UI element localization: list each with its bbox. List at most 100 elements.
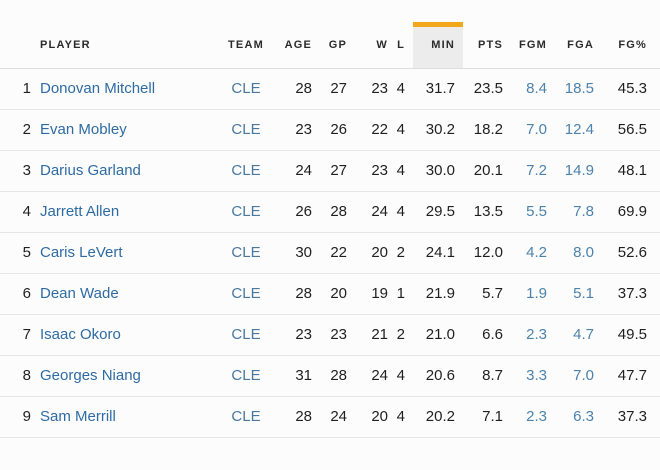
table-header-row: PLAYER TEAM AGE GP W L MIN PTS FGM FGA F… bbox=[0, 22, 660, 68]
cell-rank: 8 bbox=[22, 367, 31, 384]
cell-min: 30.0 bbox=[425, 162, 455, 179]
cell-min: 24.1 bbox=[425, 244, 455, 261]
player-link[interactable]: Darius Garland bbox=[40, 162, 141, 179]
cell-pts: 18.2 bbox=[473, 121, 503, 138]
cell-min: 30.2 bbox=[425, 121, 455, 138]
cell-pts: 23.5 bbox=[473, 80, 503, 97]
cell-pts: 12.0 bbox=[473, 244, 503, 261]
team-link[interactable]: CLE bbox=[231, 367, 261, 384]
cell-fga: 8.0 bbox=[573, 244, 594, 261]
player-stats-table: PLAYER TEAM AGE GP W L MIN PTS FGM FGA F… bbox=[0, 22, 660, 438]
player-link[interactable]: Dean Wade bbox=[40, 285, 119, 302]
cell-fga: 7.8 bbox=[573, 203, 594, 220]
table-row: 1 Donovan Mitchell CLE 28 27 23 4 31.7 2… bbox=[0, 68, 660, 109]
header-min-label: MIN bbox=[431, 38, 455, 51]
cell-team: CLE bbox=[218, 355, 274, 396]
header-gp[interactable]: GP bbox=[328, 38, 347, 51]
team-link[interactable]: CLE bbox=[231, 244, 261, 261]
cell-gp: 22 bbox=[330, 244, 347, 261]
cell-fgpct: 37.3 bbox=[617, 408, 647, 425]
header-l[interactable]: L bbox=[397, 38, 405, 51]
team-link[interactable]: CLE bbox=[231, 80, 261, 97]
cell-age: 30 bbox=[295, 244, 312, 261]
team-link[interactable]: CLE bbox=[231, 203, 261, 220]
cell-fgm: 8.4 bbox=[526, 80, 547, 97]
cell-team: CLE bbox=[218, 109, 274, 150]
header-w[interactable]: W bbox=[376, 38, 388, 51]
header-fga[interactable]: FGA bbox=[567, 38, 594, 51]
cell-fga: 18.5 bbox=[564, 80, 594, 97]
player-link[interactable]: Isaac Okoro bbox=[40, 326, 121, 343]
header-rank bbox=[0, 22, 40, 68]
cell-player: Donovan Mitchell bbox=[40, 68, 218, 109]
header-fgpct[interactable]: FG% bbox=[618, 38, 647, 51]
sort-indicator-bar bbox=[413, 22, 463, 27]
cell-player: Evan Mobley bbox=[40, 109, 218, 150]
cell-gp: 20 bbox=[330, 285, 347, 302]
header-pts[interactable]: PTS bbox=[478, 38, 503, 51]
table-row: 9 Sam Merrill CLE 28 24 20 4 20.2 7.1 2.… bbox=[0, 396, 660, 437]
cell-w: 23 bbox=[371, 80, 388, 97]
cell-age: 23 bbox=[295, 326, 312, 343]
player-link[interactable]: Sam Merrill bbox=[40, 408, 116, 425]
cell-player: Caris LeVert bbox=[40, 232, 218, 273]
cell-fgm: 1.9 bbox=[526, 285, 547, 302]
cell-team: CLE bbox=[218, 273, 274, 314]
player-link[interactable]: Jarrett Allen bbox=[40, 203, 120, 220]
cell-gp: 23 bbox=[330, 326, 347, 343]
table-row: 2 Evan Mobley CLE 23 26 22 4 30.2 18.2 7… bbox=[0, 109, 660, 150]
cell-rank: 9 bbox=[22, 408, 31, 425]
cell-fgpct: 52.6 bbox=[617, 244, 647, 261]
cell-fgm: 2.3 bbox=[526, 326, 547, 343]
cell-l: 4 bbox=[396, 203, 405, 220]
cell-min: 21.9 bbox=[425, 285, 455, 302]
cell-gp: 26 bbox=[330, 121, 347, 138]
team-link[interactable]: CLE bbox=[231, 326, 261, 343]
cell-age: 28 bbox=[295, 80, 312, 97]
cell-age: 26 bbox=[295, 203, 312, 220]
player-link[interactable]: Georges Niang bbox=[40, 367, 141, 384]
team-link[interactable]: CLE bbox=[231, 408, 261, 425]
cell-player: Darius Garland bbox=[40, 150, 218, 191]
team-link[interactable]: CLE bbox=[231, 285, 261, 302]
player-link[interactable]: Caris LeVert bbox=[40, 244, 123, 261]
table-row: 6 Dean Wade CLE 28 20 19 1 21.9 5.7 1.9 … bbox=[0, 273, 660, 314]
player-link[interactable]: Evan Mobley bbox=[40, 121, 127, 138]
cell-l: 4 bbox=[396, 121, 405, 138]
header-player[interactable]: PLAYER bbox=[40, 38, 91, 51]
cell-fga: 7.0 bbox=[573, 367, 594, 384]
cell-fgpct: 48.1 bbox=[617, 162, 647, 179]
cell-fga: 14.9 bbox=[564, 162, 594, 179]
cell-l: 4 bbox=[396, 80, 405, 97]
cell-min: 20.6 bbox=[425, 367, 455, 384]
header-fgm[interactable]: FGM bbox=[518, 38, 547, 51]
player-link[interactable]: Donovan Mitchell bbox=[40, 80, 156, 97]
team-link[interactable]: CLE bbox=[231, 121, 261, 138]
cell-min: 31.7 bbox=[425, 80, 455, 97]
cell-l: 4 bbox=[396, 408, 405, 425]
header-team[interactable]: TEAM bbox=[228, 38, 264, 51]
cell-fgpct: 45.3 bbox=[617, 80, 647, 97]
header-min-sorted[interactable]: MIN bbox=[407, 22, 463, 68]
cell-w: 24 bbox=[371, 203, 388, 220]
cell-l: 4 bbox=[396, 162, 405, 179]
cell-l: 4 bbox=[396, 367, 405, 384]
cell-fgm: 7.0 bbox=[526, 121, 547, 138]
cell-w: 20 bbox=[371, 408, 388, 425]
team-link[interactable]: CLE bbox=[231, 162, 261, 179]
cell-fgm: 4.2 bbox=[526, 244, 547, 261]
cell-player: Georges Niang bbox=[40, 355, 218, 396]
header-age[interactable]: AGE bbox=[284, 38, 312, 51]
cell-gp: 24 bbox=[330, 408, 347, 425]
cell-age: 31 bbox=[295, 367, 312, 384]
cell-team: CLE bbox=[218, 191, 274, 232]
cell-w: 24 bbox=[371, 367, 388, 384]
cell-fgm: 2.3 bbox=[526, 408, 547, 425]
table-row: 7 Isaac Okoro CLE 23 23 21 2 21.0 6.6 2.… bbox=[0, 314, 660, 355]
cell-w: 22 bbox=[371, 121, 388, 138]
cell-fgpct: 69.9 bbox=[617, 203, 647, 220]
cell-gp: 28 bbox=[330, 367, 347, 384]
cell-min: 29.5 bbox=[425, 203, 455, 220]
cell-team: CLE bbox=[218, 232, 274, 273]
